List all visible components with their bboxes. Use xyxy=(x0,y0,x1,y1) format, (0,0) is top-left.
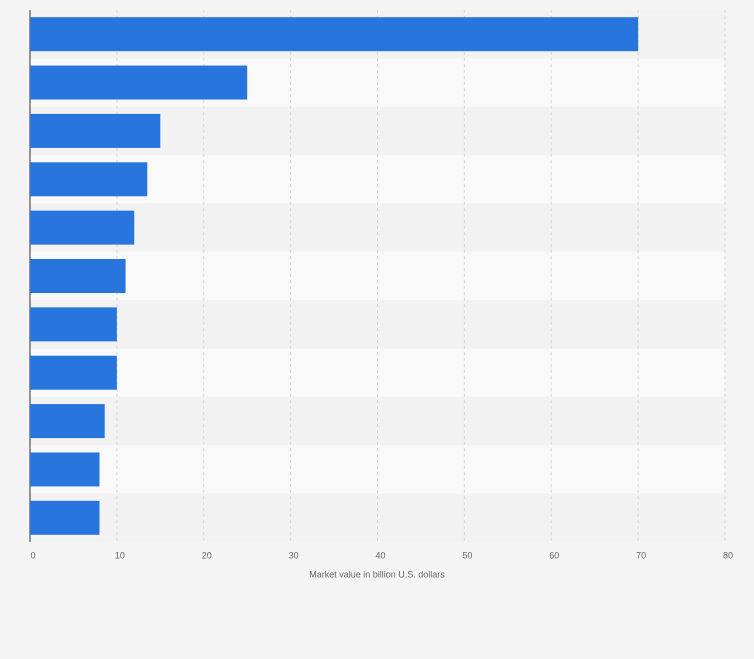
x-tick-label: 80 xyxy=(723,550,733,560)
bar xyxy=(30,500,100,535)
bar xyxy=(30,307,117,342)
bar xyxy=(30,162,148,197)
x-tick-label: 40 xyxy=(375,550,385,560)
x-tick-label: 30 xyxy=(289,550,299,560)
x-tick-label: 70 xyxy=(636,550,646,560)
x-tick-label: 10 xyxy=(115,550,125,560)
bar xyxy=(30,113,161,148)
bar xyxy=(30,259,126,293)
x-tick-label: 50 xyxy=(462,550,472,560)
bar xyxy=(30,404,105,439)
bar xyxy=(30,355,117,390)
x-tick-label: 60 xyxy=(549,550,559,560)
bar xyxy=(30,210,135,245)
bar xyxy=(30,452,100,487)
bar xyxy=(30,17,639,52)
x-tick-label: 0 xyxy=(30,550,35,560)
x-tick-label: 20 xyxy=(202,550,212,560)
x-axis-title: Market value in billion U.S. dollars xyxy=(309,569,445,579)
bar xyxy=(30,65,248,100)
